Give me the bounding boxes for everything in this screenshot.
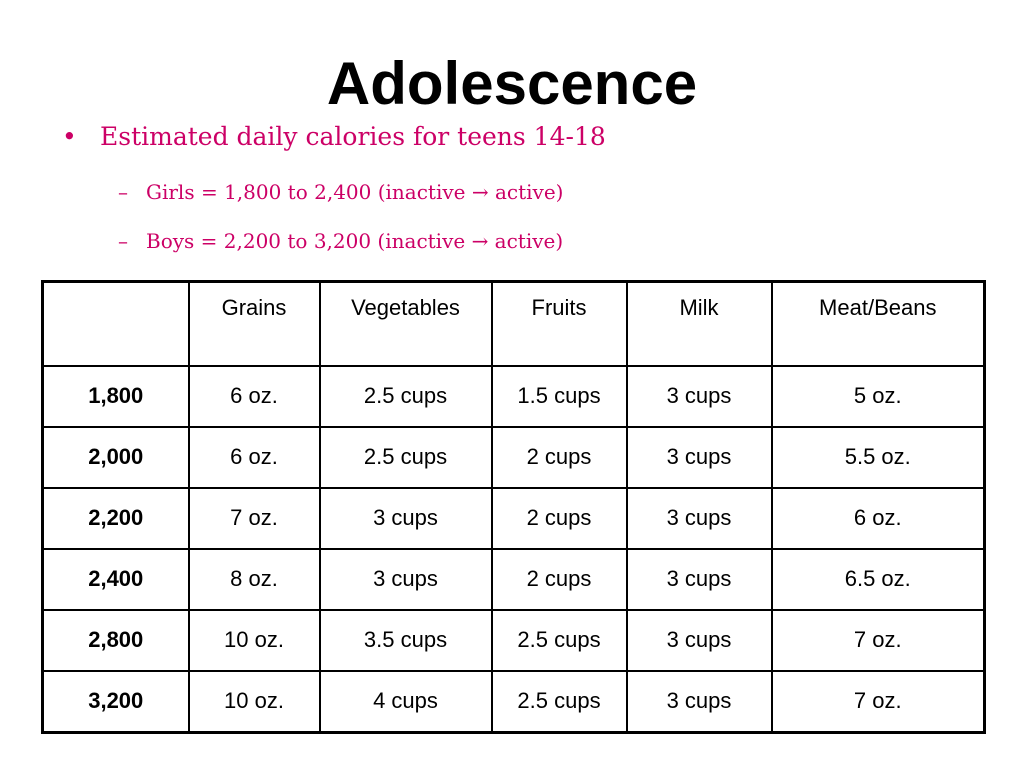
vegetables-cell: 2.5 cups xyxy=(318,425,493,489)
vegetables-cell: 4 cups xyxy=(318,669,493,733)
grains-cell: 10 oz. xyxy=(187,608,321,672)
bullet-main-text: Estimated daily calories for teens 14-18 xyxy=(100,122,606,151)
header-fruits: Fruits xyxy=(490,280,628,367)
header-meat-beans: Meat/Beans xyxy=(770,280,986,367)
fruits-cell: 2 cups xyxy=(490,425,628,489)
page-title: Adolescence xyxy=(326,50,698,117)
fruits-cell: 2.5 cups xyxy=(490,669,628,733)
bullet-main: • Estimated daily calories for teens 14-1… xyxy=(62,120,606,154)
calorie-level: 1,800 xyxy=(41,364,190,428)
grains-cell: 6 oz. xyxy=(187,364,321,428)
fruits-cell: 2 cups xyxy=(490,486,628,550)
grains-cell: 10 oz. xyxy=(187,669,321,733)
table-row: 2,800 10 oz. 3.5 cups 2.5 cups 3 cups 7 … xyxy=(41,608,986,672)
table-row: 2,200 7 oz. 3 cups 2 cups 3 cups 6 oz. xyxy=(41,486,986,550)
vegetables-cell: 3 cups xyxy=(318,547,493,611)
vegetables-cell: 3.5 cups xyxy=(318,608,493,672)
bullet-sub-boys: – Boys = 2,200 to 3,200 (inactive → activ… xyxy=(118,227,563,255)
food-group-table: Grains Vegetables Fruits Milk Meat/Beans… xyxy=(41,280,986,734)
sub-bullet-marker: – xyxy=(118,180,128,204)
fruits-cell: 2 cups xyxy=(490,547,628,611)
vegetables-cell: 2.5 cups xyxy=(318,364,493,428)
milk-cell: 3 cups xyxy=(625,364,773,428)
calorie-level: 2,200 xyxy=(41,486,190,550)
bullet-marker: • xyxy=(62,122,77,151)
bullet-sub-girls-text: Girls = 1,800 to 2,400 (inactive → activ… xyxy=(146,180,564,204)
calorie-level: 2,000 xyxy=(41,425,190,489)
header-milk: Milk xyxy=(625,280,773,367)
table-row: 1,800 6 oz. 2.5 cups 1.5 cups 3 cups 5 o… xyxy=(41,364,986,428)
table-row: 2,400 8 oz. 3 cups 2 cups 3 cups 6.5 oz. xyxy=(41,547,986,611)
sub-bullet-marker: – xyxy=(118,229,128,253)
calorie-level: 3,200 xyxy=(41,669,190,733)
milk-cell: 3 cups xyxy=(625,486,773,550)
calorie-level: 2,400 xyxy=(41,547,190,611)
grains-cell: 7 oz. xyxy=(187,486,321,550)
meat-beans-cell: 6.5 oz. xyxy=(770,547,986,611)
calorie-level: 2,800 xyxy=(41,608,190,672)
header-vegetables: Vegetables xyxy=(318,280,493,367)
fruits-cell: 2.5 cups xyxy=(490,608,628,672)
milk-cell: 3 cups xyxy=(625,547,773,611)
meat-beans-cell: 6 oz. xyxy=(770,486,986,550)
milk-cell: 3 cups xyxy=(625,608,773,672)
fruits-cell: 1.5 cups xyxy=(490,364,628,428)
table-header-row: Grains Vegetables Fruits Milk Meat/Beans xyxy=(41,280,986,367)
grains-cell: 6 oz. xyxy=(187,425,321,489)
meat-beans-cell: 5.5 oz. xyxy=(770,425,986,489)
vegetables-cell: 3 cups xyxy=(318,486,493,550)
meat-beans-cell: 7 oz. xyxy=(770,608,986,672)
header-grains: Grains xyxy=(187,280,321,367)
grains-cell: 8 oz. xyxy=(187,547,321,611)
meat-beans-cell: 7 oz. xyxy=(770,669,986,733)
bullet-sub-boys-text: Boys = 2,200 to 3,200 (inactive → active… xyxy=(146,229,564,253)
table-row: 3,200 10 oz. 4 cups 2.5 cups 3 cups 7 oz… xyxy=(41,669,986,733)
milk-cell: 3 cups xyxy=(625,425,773,489)
table-row: 2,000 6 oz. 2.5 cups 2 cups 3 cups 5.5 o… xyxy=(41,425,986,489)
milk-cell: 3 cups xyxy=(625,669,773,733)
meat-beans-cell: 5 oz. xyxy=(770,364,986,428)
header-corner xyxy=(41,280,190,367)
bullet-sub-girls: – Girls = 1,800 to 2,400 (inactive → acti… xyxy=(118,178,563,206)
